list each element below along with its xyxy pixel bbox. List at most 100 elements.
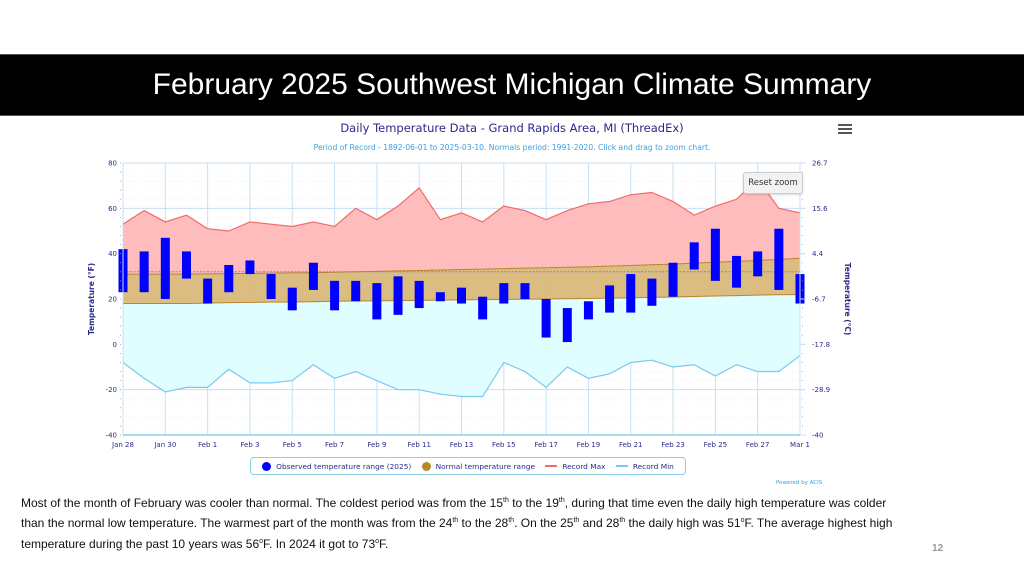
legend-item-observed[interactable]: Observed temperature range (2025) — [262, 461, 412, 471]
record-max-line — [122, 177, 801, 232]
legend-label-record-min: Record Min — [632, 461, 674, 471]
observed-range-bar[interactable] — [351, 280, 361, 302]
x-tick-label: Mar 1 — [790, 441, 810, 449]
y-right-tick-label: -28.9 — [812, 386, 830, 394]
observed-range-bar[interactable] — [732, 255, 742, 288]
powered-by-link[interactable]: Powered by ACIS — [776, 480, 823, 486]
slide-title: February 2025 Southwest Michigan Climate… — [152, 68, 872, 101]
x-tick-label: Feb 19 — [577, 441, 601, 449]
x-tick-label: Feb 5 — [283, 441, 302, 449]
observed-range-bar[interactable] — [647, 278, 657, 306]
x-tick-label: Feb 17 — [534, 441, 558, 449]
summary-fragment: Most of the month of February was cooler… — [21, 496, 504, 510]
summary-superscript: th — [558, 497, 565, 504]
legend-label-record-max: Record Max — [562, 461, 606, 471]
observed-range-bar[interactable] — [203, 278, 213, 304]
record-max-area — [123, 178, 800, 275]
x-tick-label: Feb 7 — [325, 441, 344, 449]
normal-high-line — [123, 257, 801, 275]
x-tick-label: Feb 25 — [704, 441, 728, 449]
summary-fragment: the daily high was 51 — [625, 516, 741, 531]
summary-fragment: F. The average highest high temperature … — [21, 516, 893, 551]
summary-superscript: th — [619, 517, 626, 525]
y-right-tick-label: 26.7 — [812, 160, 828, 168]
legend-item-normal[interactable]: Normal temperature range — [421, 461, 535, 471]
y-tick-label: -40 — [106, 432, 117, 440]
summary-superscript: o — [375, 537, 380, 545]
y-axis-title: Temperature (°F) — [87, 263, 96, 335]
observed-range-bar[interactable] — [605, 285, 615, 313]
observed-range-bar[interactable] — [435, 292, 445, 302]
observed-range-bar[interactable] — [266, 274, 276, 299]
summary-fragment: F. In 2024 it got to 73 — [263, 536, 376, 551]
observed-range-bar[interactable] — [181, 251, 191, 279]
summary-fragment: to the 28 — [458, 516, 509, 531]
y-right-tick-label: 15.6 — [812, 205, 828, 213]
chart-title: Daily Temperature Data - Grand Rapids Ar… — [340, 121, 684, 135]
chart-legend: Observed temperature range (2025) Normal… — [250, 457, 686, 475]
observed-range-bar[interactable] — [668, 262, 678, 297]
x-tick-label: Feb 27 — [746, 441, 770, 449]
record-min-line-icon — [615, 465, 628, 467]
y-right-tick-label: 4.4 — [812, 250, 824, 258]
y-tick-label: -20 — [106, 386, 117, 394]
normal-marker-icon — [421, 461, 431, 471]
observed-range-bar[interactable] — [541, 299, 551, 338]
observed-range-bar[interactable] — [499, 283, 509, 304]
x-tick-label: Feb 23 — [661, 441, 685, 449]
summary-text: Most of the month of February was cooler… — [21, 492, 911, 553]
y-right-tick-label: -17.8 — [812, 341, 830, 349]
y-right-tick-label: -40 — [812, 432, 823, 440]
observed-marker-icon — [262, 461, 272, 471]
page-number: 12 — [932, 543, 944, 554]
y-tick-label: 60 — [108, 205, 117, 213]
hamburger-menu-icon[interactable] — [838, 124, 852, 136]
observed-range-bar[interactable] — [520, 283, 530, 299]
x-tick-label: Jan 30 — [153, 441, 176, 449]
observed-range-bar[interactable] — [626, 274, 636, 313]
observed-range-bar[interactable] — [753, 251, 763, 277]
record-max-line-icon — [545, 465, 558, 467]
observed-range-bar[interactable] — [562, 308, 572, 343]
observed-range-bar[interactable] — [478, 296, 488, 320]
y-tick-label: 0 — [113, 341, 117, 349]
reset-zoom-button[interactable]: Reset zoom — [743, 172, 803, 194]
x-tick-label: Feb 13 — [450, 441, 474, 449]
legend-label-observed: Observed temperature range (2025) — [276, 461, 412, 471]
observed-range-bar[interactable] — [308, 262, 318, 290]
observed-range-bar[interactable] — [160, 237, 170, 299]
summary-fragment: . On the 25 — [514, 516, 574, 531]
observed-range-bar[interactable] — [372, 283, 382, 320]
observed-range-bar[interactable] — [457, 287, 466, 304]
x-tick-label: Feb 9 — [367, 441, 386, 449]
summary-superscript: th — [508, 517, 515, 525]
observed-range-bar[interactable] — [287, 287, 297, 311]
summary-fragment: to the 19 — [508, 496, 559, 510]
observed-range-bar[interactable] — [710, 228, 720, 281]
observed-range-bar[interactable] — [774, 228, 784, 290]
chart-subtitle: Period of Record - 1892-06-01 to 2025-03… — [313, 143, 711, 152]
observed-range-bar[interactable] — [245, 260, 255, 275]
summary-fragment: , during that time even the daily high t… — [21, 496, 887, 531]
observed-range-bar[interactable] — [689, 242, 699, 270]
x-tick-label: Feb 11 — [407, 441, 431, 449]
x-tick-label: Feb 3 — [240, 441, 259, 449]
summary-fragment: and 28 — [579, 516, 620, 531]
record-min-line — [122, 355, 801, 398]
summary-fragment: F. — [379, 536, 389, 551]
observed-range-bar[interactable] — [139, 251, 149, 293]
observed-range-bar[interactable] — [330, 280, 340, 311]
legend-item-record-max[interactable]: Record Max — [545, 461, 606, 471]
summary-superscript: th — [452, 517, 459, 525]
observed-range-bar[interactable] — [393, 276, 403, 315]
legend-label-normal: Normal temperature range — [435, 461, 535, 471]
observed-range-bar[interactable] — [414, 280, 424, 309]
observed-range-bar[interactable] — [224, 265, 234, 293]
summary-superscript: o — [259, 537, 264, 545]
y-right-tick-label: -6.7 — [812, 296, 826, 304]
y-tick-label: 40 — [108, 250, 117, 258]
summary-superscript: o — [740, 517, 745, 525]
observed-range-bar[interactable] — [583, 301, 593, 320]
legend-item-record-min[interactable]: Record Min — [615, 461, 674, 471]
